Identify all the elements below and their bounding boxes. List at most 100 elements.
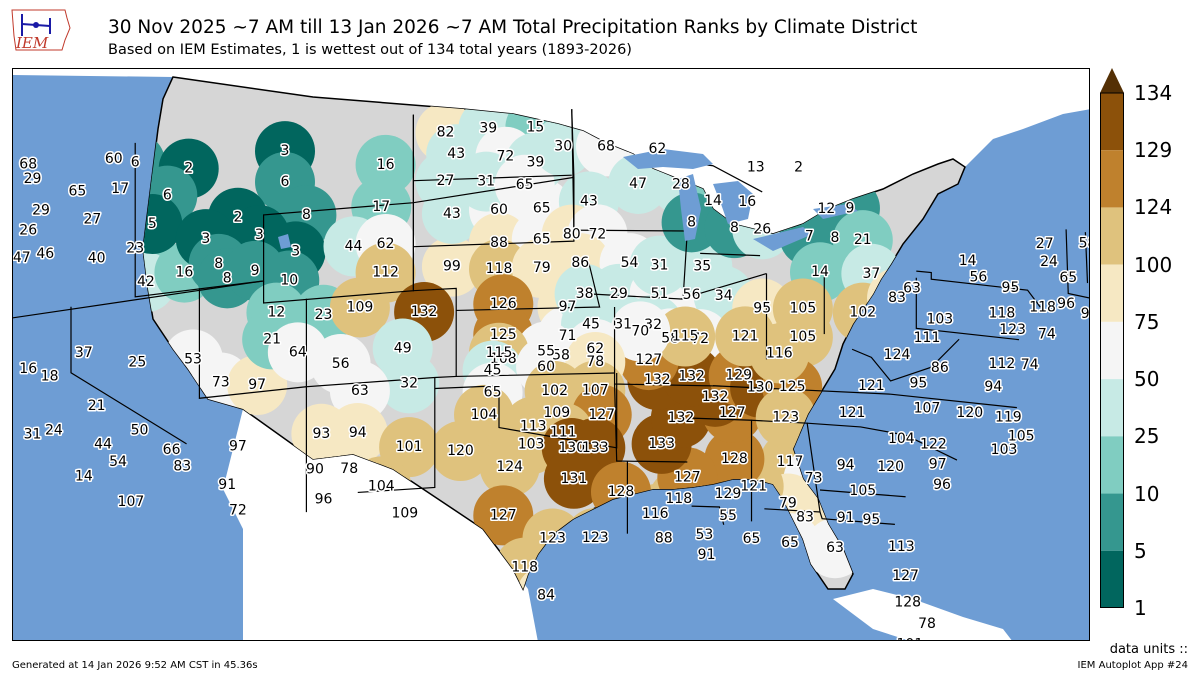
district-rank-label: 3 bbox=[281, 143, 290, 159]
colorbar-bin bbox=[1100, 93, 1124, 151]
district-rank-label: 99 bbox=[443, 259, 461, 275]
district-rank-label: 9 bbox=[251, 263, 260, 279]
district-rank-label: 73 bbox=[805, 471, 823, 487]
district-rank-label: 16 bbox=[19, 361, 37, 377]
district-rank-label: 65 bbox=[516, 177, 534, 193]
district-rank-label: 120 bbox=[877, 459, 904, 475]
district-rank-label: 14 bbox=[75, 468, 93, 484]
district-rank-label: 29 bbox=[32, 203, 50, 219]
district-rank-label: 103 bbox=[518, 436, 545, 452]
lake-michigan bbox=[678, 174, 701, 241]
district-rank-label: 63 bbox=[351, 383, 369, 399]
district-fill bbox=[143, 194, 183, 255]
district-rank-label: 43 bbox=[443, 206, 461, 222]
district-fill bbox=[533, 116, 594, 177]
district-rank-label: 132 bbox=[678, 368, 705, 384]
district-rank-label: 105 bbox=[790, 329, 817, 345]
district-rank-label: 31 bbox=[614, 317, 632, 333]
district-rank-label: 128 bbox=[608, 484, 635, 500]
colorbar-tick-label: 25 bbox=[1134, 424, 1160, 449]
page-subtitle: Based on IEM Estimates, 1 is wettest out… bbox=[108, 42, 632, 58]
district-rank-label: 113 bbox=[520, 419, 547, 435]
district-rank-label: 6 bbox=[281, 174, 290, 190]
district-rank-label: 43 bbox=[447, 146, 465, 162]
district-rank-label: 71 bbox=[559, 328, 577, 344]
colorbar-bin bbox=[1100, 550, 1124, 608]
district-rank-label: 120 bbox=[447, 443, 474, 459]
district-rank-label: 123 bbox=[999, 322, 1026, 338]
colorbar-bin bbox=[1100, 321, 1124, 380]
district-rank-label: 8 bbox=[730, 220, 739, 236]
district-rank-label: 125 bbox=[490, 327, 517, 343]
state-boundary bbox=[1065, 229, 1089, 299]
district-rank-label: 24 bbox=[1040, 254, 1058, 270]
state-boundary bbox=[434, 373, 618, 449]
state-boundary bbox=[751, 419, 821, 513]
district-rank-label: 14 bbox=[959, 253, 977, 269]
district-rank-label: 31 bbox=[651, 258, 669, 274]
district-fill bbox=[749, 323, 810, 384]
district-rank-label: 118 bbox=[1029, 300, 1056, 316]
district-rank-label: 53 bbox=[184, 351, 202, 367]
district-rank-label: 63 bbox=[903, 280, 921, 296]
colorbar bbox=[1100, 68, 1124, 608]
district-rank-label: 58 bbox=[661, 330, 679, 346]
district-rank-label: 78 bbox=[340, 461, 358, 477]
district-rank-label: 60 bbox=[490, 202, 508, 218]
district-rank-label: 40 bbox=[88, 251, 106, 267]
colorbar-tick-label: 1 bbox=[1134, 596, 1147, 620]
colorbar-bin bbox=[1100, 264, 1124, 322]
district-fill bbox=[655, 306, 716, 367]
district-rank-label: 123 bbox=[772, 410, 799, 426]
district-rank-label: 31 bbox=[24, 426, 42, 442]
district-rank-label: 8 bbox=[302, 207, 311, 223]
district-rank-label: 108 bbox=[490, 351, 517, 367]
district-rank-label: 37 bbox=[75, 345, 93, 361]
district-rank-label: 16 bbox=[377, 157, 395, 173]
district-rank-label: 60 bbox=[105, 151, 123, 167]
district-rank-label: 16 bbox=[738, 194, 756, 210]
district-rank-label: 39 bbox=[479, 121, 497, 137]
district-rank-label: 132 bbox=[644, 372, 671, 388]
district-rank-label: 78 bbox=[918, 616, 936, 632]
district-rank-label: 91 bbox=[698, 547, 716, 563]
district-rank-label: 102 bbox=[541, 383, 568, 399]
district-rank-label: 16 bbox=[176, 265, 194, 281]
colorbar-bin bbox=[1100, 493, 1124, 551]
district-rank-label: 121 bbox=[839, 405, 866, 421]
district-rank-label: 72 bbox=[497, 149, 515, 165]
district-rank-label: 101 bbox=[396, 439, 423, 455]
district-rank-label: 29 bbox=[610, 286, 628, 302]
district-rank-label: 12 bbox=[818, 201, 836, 217]
district-rank-label: 56 bbox=[332, 356, 350, 372]
district-rank-label: 83 bbox=[888, 290, 906, 306]
district-rank-label: 86 bbox=[931, 360, 949, 376]
district-rank-label: 18 bbox=[41, 368, 59, 384]
district-rank-label: 122 bbox=[920, 436, 947, 452]
state-boundary bbox=[305, 298, 457, 388]
district-rank-label: 95 bbox=[862, 512, 880, 528]
district-rank-label: 26 bbox=[753, 221, 771, 237]
district-rank-label: 25 bbox=[128, 355, 146, 371]
district-rank-label: 88 bbox=[490, 235, 508, 251]
district-rank-label: 126 bbox=[490, 296, 517, 312]
district-rank-label: 79 bbox=[779, 495, 797, 511]
district-fill bbox=[430, 421, 491, 482]
district-rank-label: 79 bbox=[533, 260, 551, 276]
state-boundary bbox=[819, 489, 906, 498]
district-rank-label: 3 bbox=[201, 231, 210, 247]
state-boundary bbox=[680, 272, 767, 300]
district-rank-label: 65 bbox=[1059, 270, 1077, 286]
state-boundary bbox=[70, 306, 187, 445]
district-rank-label: 109 bbox=[391, 505, 418, 521]
district-rank-label: 104 bbox=[888, 431, 915, 447]
district-rank-label: 12 bbox=[268, 305, 286, 321]
district-rank-label: 51 bbox=[651, 286, 669, 302]
district-rank-label: 8 bbox=[214, 256, 223, 272]
district-rank-label: 45 bbox=[484, 363, 502, 379]
district-rank-label: 68 bbox=[19, 156, 37, 172]
district-rank-label: 31 bbox=[477, 174, 495, 190]
colorbar-tick-label: 75 bbox=[1134, 309, 1160, 334]
district-rank-label: 133 bbox=[648, 436, 675, 452]
district-rank-label: 7 bbox=[805, 228, 814, 244]
